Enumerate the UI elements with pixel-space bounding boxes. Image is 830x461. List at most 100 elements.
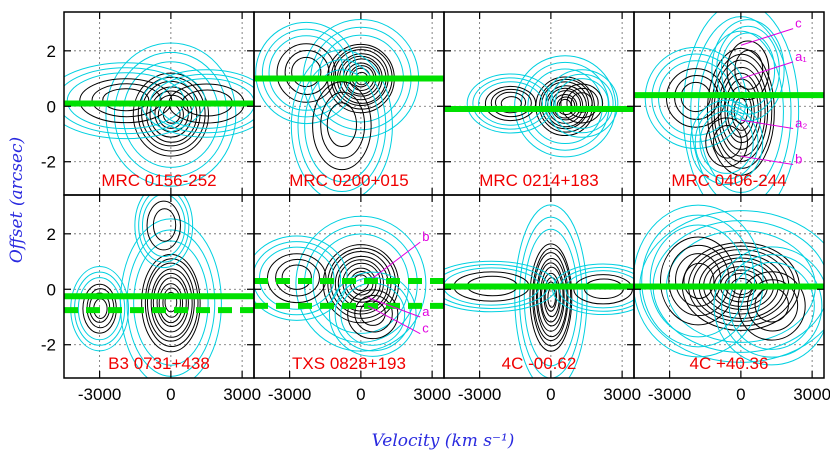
x-tick-label: -3000 (78, 385, 121, 404)
contour-inner (533, 252, 569, 342)
contour-inner (149, 90, 193, 138)
contour-inner (91, 83, 162, 118)
contour-inner (146, 200, 181, 251)
contour-outer (261, 28, 351, 118)
contour-inner (683, 262, 715, 300)
panel-label: B3 0731+438 (108, 354, 210, 373)
contour-inner (705, 117, 749, 168)
contour-inner (490, 88, 532, 118)
panels-layer: MRC 0156-252 MRC 0200+015 MRC 0214+183 c a₁ a… (64, 12, 824, 378)
contour-inner (150, 268, 193, 338)
contour-outer (466, 73, 555, 134)
panel-label: 4C -00.62 (502, 354, 577, 373)
contour-outer (545, 69, 619, 138)
contour-outer (254, 241, 342, 316)
contour-inner (276, 43, 337, 103)
contour-outer (328, 271, 417, 357)
contour-inner (560, 83, 604, 124)
annotation-label: b (422, 229, 429, 244)
x-tick-label: 3000 (413, 385, 451, 404)
contour-outer (295, 215, 427, 352)
axes-layer: -2 0 2 -3000 0 3000 -2 0 2 -3000 0 3000 -3000 0 3000 -3… (41, 11, 830, 404)
contour-outer (634, 204, 764, 358)
contour-inner (146, 262, 195, 342)
contour-inner (539, 78, 593, 133)
contour-inner (337, 259, 384, 308)
contour-outer (340, 282, 406, 346)
contour-outer (523, 228, 578, 367)
panel-label: MRC 0406-244 (671, 171, 786, 190)
contour-inner (712, 125, 742, 159)
y-tick-label: 2 (47, 42, 56, 61)
contour-outer (690, 99, 764, 185)
contour-outer (478, 81, 543, 126)
contour-inner (281, 264, 312, 290)
annotation-label: a₂ (795, 115, 807, 130)
contour-inner (532, 247, 572, 347)
contour-outer (105, 42, 237, 187)
panel: MRC 0200+015 (254, 12, 444, 195)
y-axis-title: Offset (arcsec) (7, 137, 27, 263)
contour-inner (152, 272, 189, 333)
contour-inner (347, 289, 399, 340)
contour-inner (539, 266, 564, 327)
annotation-leader (740, 155, 794, 165)
panel-label: MRC 0214+183 (479, 171, 599, 190)
contour-inner (668, 244, 730, 317)
contour-inner (152, 208, 177, 242)
contour-inner (162, 287, 181, 318)
y-tick-label: 0 (47, 280, 56, 299)
contour-inner (726, 40, 770, 101)
x-tick-label: 3000 (223, 385, 261, 404)
contour-outer (134, 195, 194, 269)
contour-inner (734, 49, 764, 90)
contour-outer (721, 254, 823, 358)
annotation-leader (740, 119, 794, 129)
contour-outer (297, 59, 387, 193)
contour-inner (484, 85, 537, 122)
panel: c a₁ a₂ b MRC 0406-244 (634, 12, 824, 195)
contour-inner (354, 294, 393, 333)
panel: MRC 0214+183 (444, 12, 634, 195)
contour-inner (359, 300, 386, 326)
annotation-leader (740, 61, 794, 80)
x-axis-title: Velocity (km s⁻¹) (372, 431, 515, 451)
contour-inner (535, 258, 568, 338)
contour-inner (660, 236, 737, 326)
contour-outer (519, 216, 583, 378)
panel: B3 0731+438 (64, 195, 254, 378)
contour-outer (290, 49, 393, 195)
contour-outer (138, 195, 190, 263)
panel-label: MRC 0156-252 (101, 171, 216, 190)
contour-inner (746, 279, 799, 332)
contour-inner (547, 287, 556, 308)
y-tick-label: -2 (41, 336, 56, 355)
x-tick-label: 0 (736, 385, 745, 404)
contour-inner (570, 92, 593, 113)
annotation-label: b (795, 152, 802, 167)
annotation-leader (367, 305, 421, 335)
x-tick-label: 0 (356, 385, 365, 404)
contour-inner (326, 102, 358, 148)
x-tick-label: 0 (546, 385, 555, 404)
y-tick-label: 0 (47, 97, 56, 116)
contour-outer (694, 105, 759, 180)
contour-inner (566, 87, 599, 119)
panel-frame (633, 194, 825, 379)
x-tick-label: -3000 (268, 385, 311, 404)
contour-inner (158, 283, 184, 324)
contour-outer (304, 69, 380, 183)
contour-outer (554, 78, 609, 129)
contour-outer (728, 261, 815, 350)
contour-inner (275, 258, 320, 297)
panel: b ac TXS 0828+193 (254, 195, 444, 378)
contour-inner (737, 271, 806, 341)
contour-inner (675, 253, 722, 307)
contour-outer (141, 195, 186, 258)
contour-outer (549, 73, 614, 134)
panel-frame (633, 11, 825, 196)
contour-outer (113, 51, 228, 178)
contour-inner (544, 281, 558, 312)
panel-label: MRC 0200+015 (289, 171, 409, 190)
